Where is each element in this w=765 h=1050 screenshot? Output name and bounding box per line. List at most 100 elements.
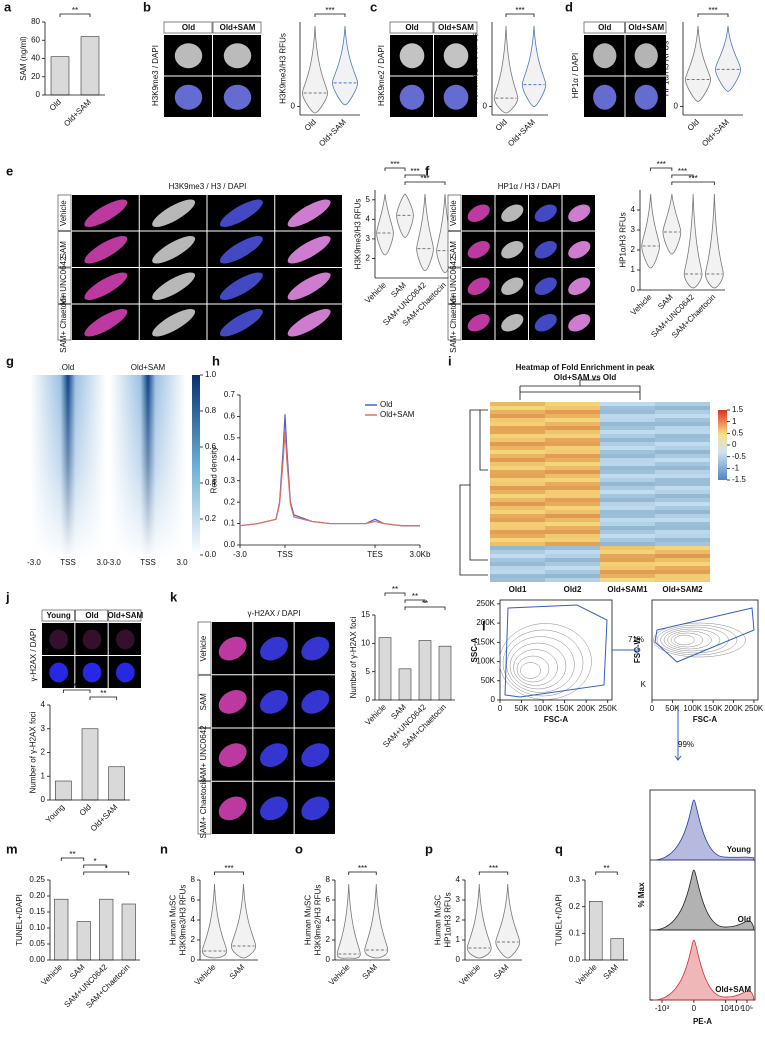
- stain-label: γ-H2AX / DAPI: [248, 609, 301, 618]
- heatmap-cell: [655, 470, 710, 474]
- stain-label: H3K9me3 / H3 / DAPI: [169, 182, 247, 191]
- heatmap-cell: [545, 518, 600, 522]
- heatmap-cell: [545, 414, 600, 418]
- nucleus: [218, 796, 247, 821]
- y-tick-label: 2: [326, 935, 331, 944]
- y-tick-label: 5: [366, 195, 371, 204]
- x-tick-label: SAM: [68, 962, 87, 981]
- heatmap-cell: [490, 526, 545, 530]
- heatmap-cell: [655, 426, 710, 430]
- nucleus: [287, 272, 331, 300]
- series-label: Young: [727, 845, 751, 854]
- heatmap-cell: [600, 486, 655, 490]
- heatmap-cell: [655, 566, 710, 570]
- y-tick-label: 100K: [476, 657, 495, 666]
- heatmap-cell: [545, 490, 600, 494]
- y-axis-title: TUNEL+/DAPI: [555, 894, 564, 946]
- heatmap-cell: [655, 418, 710, 422]
- colorbar-label: 0.0: [205, 550, 217, 559]
- plot-frame: [651, 599, 759, 701]
- significance-label: ***: [358, 864, 367, 873]
- x-tick-label: Old: [303, 118, 318, 133]
- significance-label: ***: [515, 6, 524, 15]
- y-tick-label: 10: [361, 638, 370, 647]
- x-axis-title: FSC-A: [544, 715, 569, 724]
- significance-bracket: [404, 174, 426, 178]
- contour: [506, 636, 575, 693]
- significance-bracket: [89, 696, 118, 700]
- column-label: Old1: [509, 585, 527, 594]
- heatmap-cell: [545, 558, 600, 562]
- x-tick-label: Vehicle: [327, 962, 352, 987]
- contour: [509, 642, 567, 690]
- x-tick-label: SAM: [361, 962, 380, 981]
- heatmap-cell: [655, 454, 710, 458]
- heatmap-cell: [490, 518, 545, 522]
- x-tick-label: Vehicle: [40, 962, 65, 987]
- x-tick-label: 3.0: [96, 558, 108, 567]
- contour: [516, 655, 550, 683]
- nucleus: [84, 199, 128, 227]
- y-tick-label: 0: [456, 955, 461, 964]
- y-tick-label: 60: [31, 35, 40, 44]
- significance-bracket: [505, 13, 535, 17]
- colorbar-label: 0.8: [205, 406, 217, 415]
- x-tick-label: 150K: [555, 704, 574, 713]
- violin: [364, 883, 389, 959]
- heatmap-cell: [600, 554, 655, 558]
- nucleus: [84, 236, 128, 264]
- heatmap-cell: [655, 514, 710, 518]
- heatmap-cell: [490, 486, 545, 490]
- y-tick-label: 0.2: [224, 497, 236, 506]
- heatmap-cell: [600, 482, 655, 486]
- heatmap-cell: [490, 422, 545, 426]
- y-axis-title: Human MuSC: [434, 895, 443, 945]
- heatmap-cell: [490, 558, 545, 562]
- x-tick-label: 100K: [534, 704, 553, 713]
- column-header-box: [75, 609, 108, 622]
- colorbar-label: 0.4: [205, 478, 217, 487]
- heatmap-cell: [655, 462, 710, 466]
- heatmap-cell: [655, 474, 710, 478]
- nucleus: [443, 43, 469, 69]
- heatmap-cell: [600, 462, 655, 466]
- nucleus: [593, 84, 617, 110]
- heatmap-cell: [545, 466, 600, 470]
- nucleus: [219, 199, 263, 227]
- significance-bracket: [384, 592, 406, 596]
- x-tick-label: 10⁴: [730, 1004, 743, 1013]
- heatmap-cell: [490, 446, 545, 450]
- heatmap-cell: [655, 534, 710, 538]
- heatmap-cell: [490, 402, 545, 406]
- violin: [416, 193, 434, 272]
- heatmap-cell: [600, 426, 655, 430]
- nucleus: [634, 84, 658, 110]
- nucleus: [152, 199, 196, 227]
- column-label: Old+SAM1: [607, 585, 648, 594]
- nucleus: [467, 241, 490, 259]
- y-tick-label: 50K: [481, 676, 496, 685]
- dendrogram: [519, 379, 641, 400]
- heatmap-cell: [600, 490, 655, 494]
- column-header-box: [41, 609, 75, 622]
- stain-label: H3K9me2 / DAPI: [377, 45, 386, 106]
- heatmap-cell: [655, 570, 710, 574]
- significance-label: *: [105, 864, 108, 873]
- heatmap-cell: [545, 406, 600, 410]
- y-tick-label: 0: [326, 955, 331, 964]
- heatmap-cell: [545, 574, 600, 578]
- gate-arrow: [612, 646, 682, 761]
- x-tick-label: -3.0: [27, 558, 41, 567]
- x-tick-label: 10⁵: [741, 1004, 753, 1013]
- violin: [331, 25, 359, 106]
- violin: [376, 193, 394, 256]
- heatmap-cell: [490, 546, 545, 550]
- bar: [378, 637, 392, 701]
- heatmap-cell: [600, 502, 655, 506]
- significance-label: **: [603, 864, 609, 873]
- y-tick-label: 5: [366, 667, 371, 676]
- significance-bracket: [671, 174, 694, 178]
- bar: [55, 780, 72, 801]
- y-tick-label: 0.15: [29, 907, 45, 916]
- heatmap-cell: [600, 402, 655, 406]
